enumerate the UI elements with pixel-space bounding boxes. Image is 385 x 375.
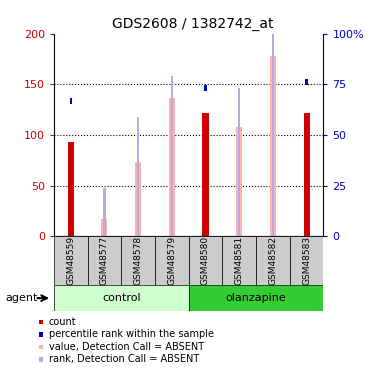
Bar xyxy=(70,98,72,104)
Text: GSM48582: GSM48582 xyxy=(268,236,277,285)
Text: olanzapine: olanzapine xyxy=(226,293,286,303)
Text: GDS2608 / 1382742_at: GDS2608 / 1382742_at xyxy=(112,17,273,31)
Bar xyxy=(203,113,209,236)
Bar xyxy=(135,162,141,236)
Bar xyxy=(204,86,207,92)
Text: control: control xyxy=(102,293,141,303)
Text: GSM48579: GSM48579 xyxy=(167,236,176,285)
Bar xyxy=(236,127,242,236)
Text: GSM48559: GSM48559 xyxy=(66,236,75,285)
Bar xyxy=(256,236,290,285)
Bar xyxy=(169,98,175,236)
Bar xyxy=(54,285,189,311)
Text: GSM48581: GSM48581 xyxy=(235,236,244,285)
Text: rank, Detection Call = ABSENT: rank, Detection Call = ABSENT xyxy=(49,354,199,364)
Text: GSM48583: GSM48583 xyxy=(302,236,311,285)
Bar xyxy=(54,236,88,285)
Bar xyxy=(272,32,274,236)
Text: value, Detection Call = ABSENT: value, Detection Call = ABSENT xyxy=(49,342,204,352)
Text: GSM48578: GSM48578 xyxy=(134,236,142,285)
Bar xyxy=(305,80,308,86)
Text: GSM48580: GSM48580 xyxy=(201,236,210,285)
Bar xyxy=(137,117,139,236)
Bar xyxy=(189,285,323,311)
Text: agent: agent xyxy=(6,293,38,303)
Bar xyxy=(101,219,107,236)
Bar xyxy=(155,236,189,285)
Text: count: count xyxy=(49,317,77,327)
Bar xyxy=(68,142,74,236)
Bar xyxy=(171,76,173,236)
Text: percentile rank within the sample: percentile rank within the sample xyxy=(49,330,214,339)
Bar xyxy=(88,236,121,285)
Bar xyxy=(238,88,240,236)
Bar xyxy=(290,236,323,285)
Bar xyxy=(103,188,105,236)
Text: GSM48577: GSM48577 xyxy=(100,236,109,285)
Bar xyxy=(121,236,155,285)
Bar xyxy=(270,56,276,236)
Bar xyxy=(189,236,223,285)
Bar xyxy=(223,236,256,285)
Bar xyxy=(303,113,310,236)
